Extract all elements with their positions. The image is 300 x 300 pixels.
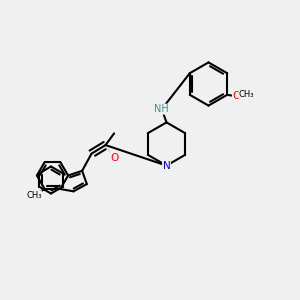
Text: NH: NH (154, 104, 169, 114)
Text: O: O (110, 153, 118, 163)
Text: N: N (163, 160, 170, 171)
Text: O: O (232, 92, 241, 101)
Text: CH₃: CH₃ (239, 90, 254, 99)
Text: CH₃: CH₃ (26, 191, 41, 200)
